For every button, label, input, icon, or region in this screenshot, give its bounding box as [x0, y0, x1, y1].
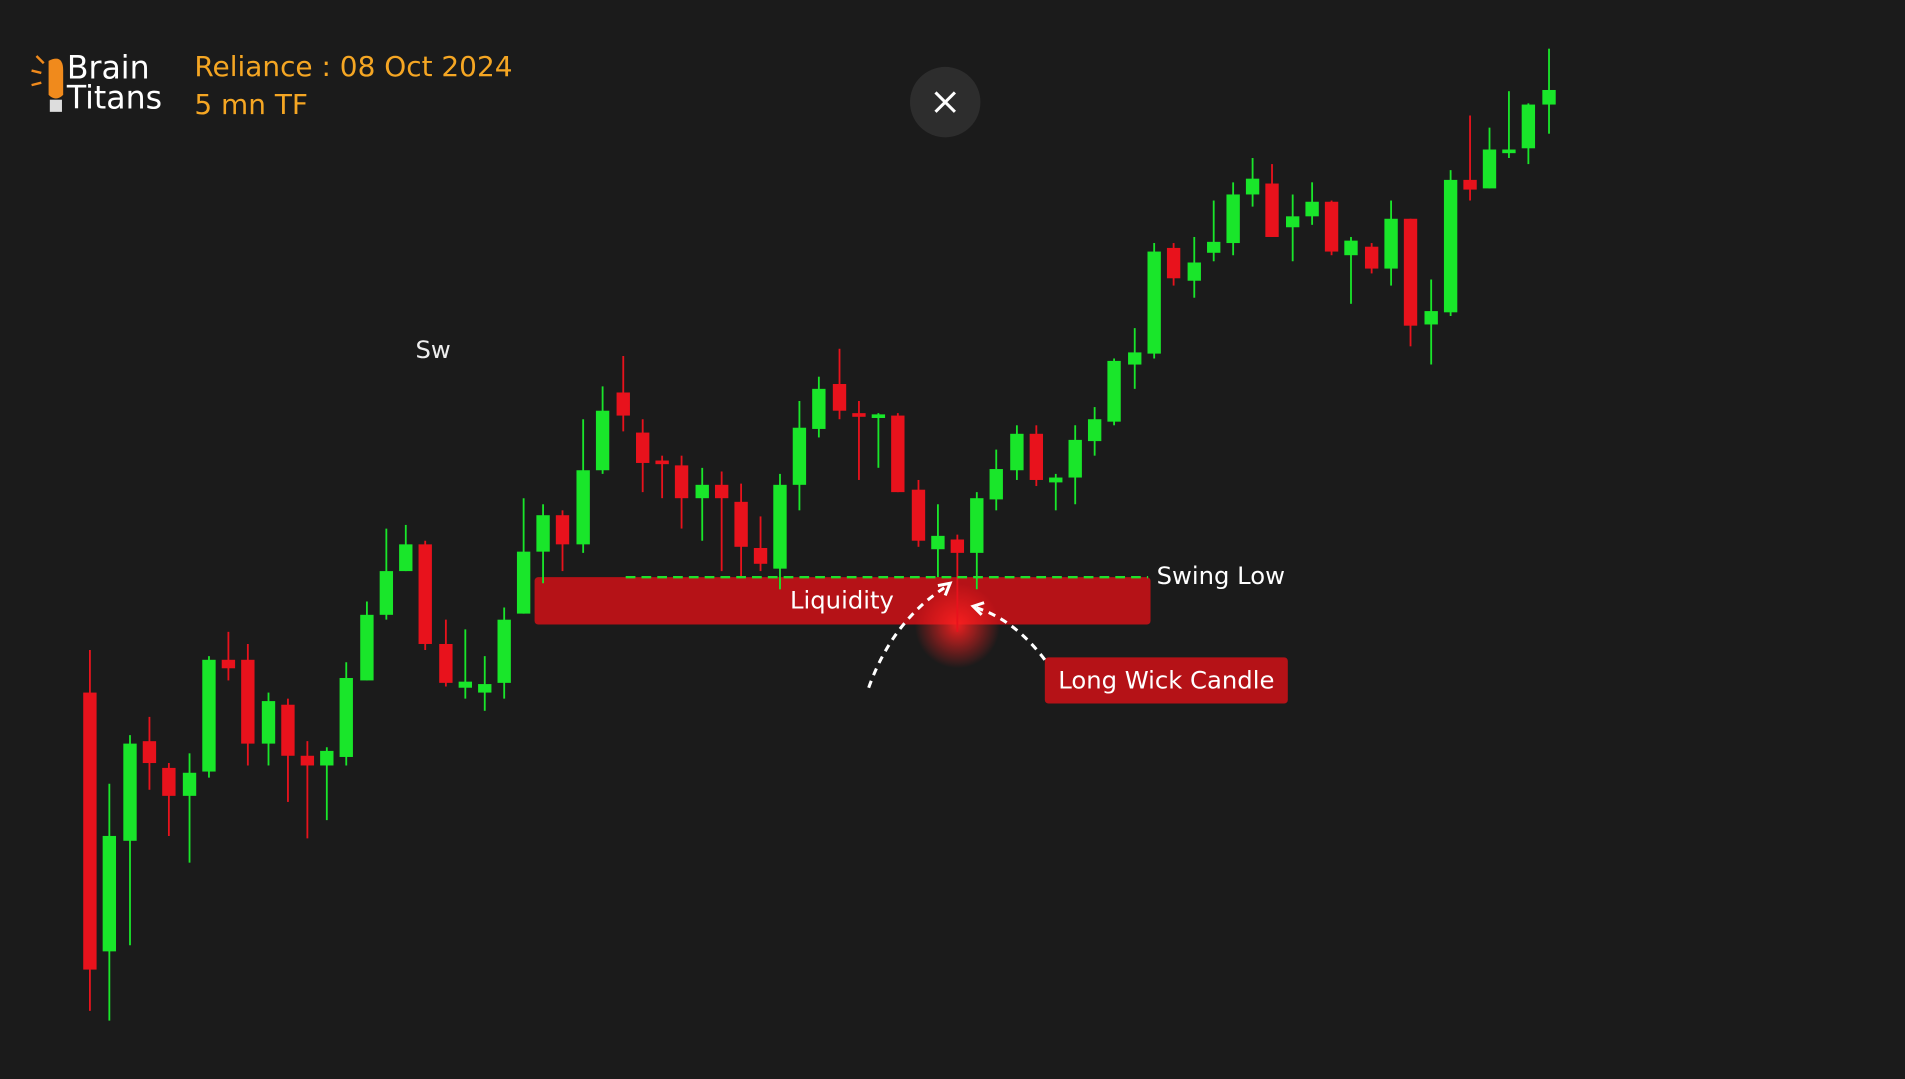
- candle-body: [655, 460, 669, 465]
- candle-body: [1128, 352, 1142, 365]
- candle-body: [536, 515, 550, 552]
- candle-body: [379, 571, 394, 615]
- candle-body: [1482, 149, 1497, 189]
- candle-body: [555, 515, 570, 545]
- candle-body: [497, 619, 511, 683]
- candle-body: [1502, 149, 1516, 154]
- candle-body: [1424, 311, 1438, 325]
- logo-text: Brain: [67, 50, 150, 86]
- close-button[interactable]: [909, 66, 981, 138]
- candle-body: [852, 413, 866, 417]
- candle-body: [83, 692, 97, 970]
- candle-body: [418, 544, 432, 644]
- candle-body: [1068, 439, 1082, 478]
- candle-body: [458, 681, 472, 688]
- arrow: [867, 584, 949, 689]
- logo-ray: [31, 81, 42, 87]
- candle-body: [576, 470, 590, 545]
- candle-body: [478, 684, 492, 693]
- candle-body: [891, 415, 905, 493]
- arrow: [975, 606, 1047, 661]
- candle-body: [1285, 216, 1300, 228]
- level-label: Swing Low: [1157, 561, 1285, 590]
- candle-body: [1147, 251, 1161, 354]
- candle-body: [616, 392, 630, 416]
- zone-label: Liquidity: [790, 585, 894, 614]
- candle-body: [1207, 241, 1221, 253]
- candle-body: [300, 755, 315, 766]
- candle-body: [595, 410, 610, 471]
- logo-ray: [35, 55, 45, 65]
- candle-body: [832, 383, 847, 411]
- callout-box: [1044, 657, 1288, 704]
- candle-body: [241, 659, 255, 744]
- candle-body: [911, 489, 926, 541]
- candle-body: [674, 465, 689, 499]
- candle-body: [1403, 218, 1418, 326]
- annotation-text: Sw: [416, 335, 451, 364]
- candle-body: [812, 388, 826, 429]
- candle-body: [320, 750, 334, 766]
- candle-body: [1010, 433, 1024, 471]
- candle-body: [142, 741, 157, 764]
- candle-body: [123, 743, 137, 841]
- arrowhead: [937, 581, 953, 596]
- candle-body: [1364, 246, 1379, 269]
- candle-body: [182, 772, 197, 796]
- candle-body: [989, 469, 1003, 500]
- candle-body: [1305, 201, 1319, 217]
- logo-ray: [31, 69, 42, 75]
- candle-body: [516, 551, 531, 614]
- candle-body: [931, 535, 945, 550]
- candle-body: [734, 501, 748, 547]
- candle-body: [360, 614, 374, 681]
- callout-label: Long Wick Candle: [1058, 666, 1274, 695]
- candle-body: [636, 432, 650, 463]
- candle-body: [1049, 477, 1063, 483]
- candle-body: [1245, 178, 1260, 195]
- candle-body: [970, 498, 984, 553]
- candle-body: [261, 701, 276, 744]
- candle-body: [1463, 179, 1477, 190]
- logo: Brain Titans: [31, 50, 162, 117]
- candle-body: [221, 659, 236, 669]
- candle-body: [753, 548, 768, 564]
- candle-body: [1344, 240, 1358, 256]
- candle-body: [1226, 194, 1240, 244]
- candle-body: [281, 704, 295, 756]
- candle-body: [792, 427, 807, 485]
- candle-body: [773, 484, 787, 569]
- candle-body: [1265, 183, 1279, 237]
- candle-body: [339, 678, 353, 757]
- chart-title: Reliance : 08 Oct 2024: [194, 50, 512, 83]
- candle-body: [1107, 360, 1121, 422]
- candle-body: [1087, 419, 1102, 442]
- candle-body: [950, 539, 965, 553]
- close-icon[interactable]: [934, 91, 957, 113]
- candle-body: [871, 414, 886, 419]
- candles: [83, 48, 1556, 1021]
- candle-body: [102, 835, 117, 952]
- candle-body: [202, 659, 216, 772]
- arrowhead: [970, 601, 985, 616]
- candle-body: [162, 767, 176, 796]
- candle-body: [399, 544, 413, 572]
- candle-body: [1443, 179, 1458, 313]
- logo-base: [49, 99, 62, 112]
- candle-body: [1166, 247, 1181, 279]
- candle-body: [1029, 433, 1044, 480]
- chart-subtitle: 5 mn TF: [194, 88, 308, 121]
- candle-body: [1542, 89, 1556, 105]
- logo-bulb: [48, 58, 64, 99]
- candle-body: [714, 484, 729, 499]
- candle-body: [1324, 201, 1339, 252]
- candle-body: [1384, 218, 1398, 269]
- candle-body: [1521, 104, 1536, 149]
- candle-body: [695, 484, 709, 499]
- logo-text: Titans: [66, 81, 162, 117]
- candle-body: [1187, 262, 1201, 281]
- candle-body: [439, 643, 453, 683]
